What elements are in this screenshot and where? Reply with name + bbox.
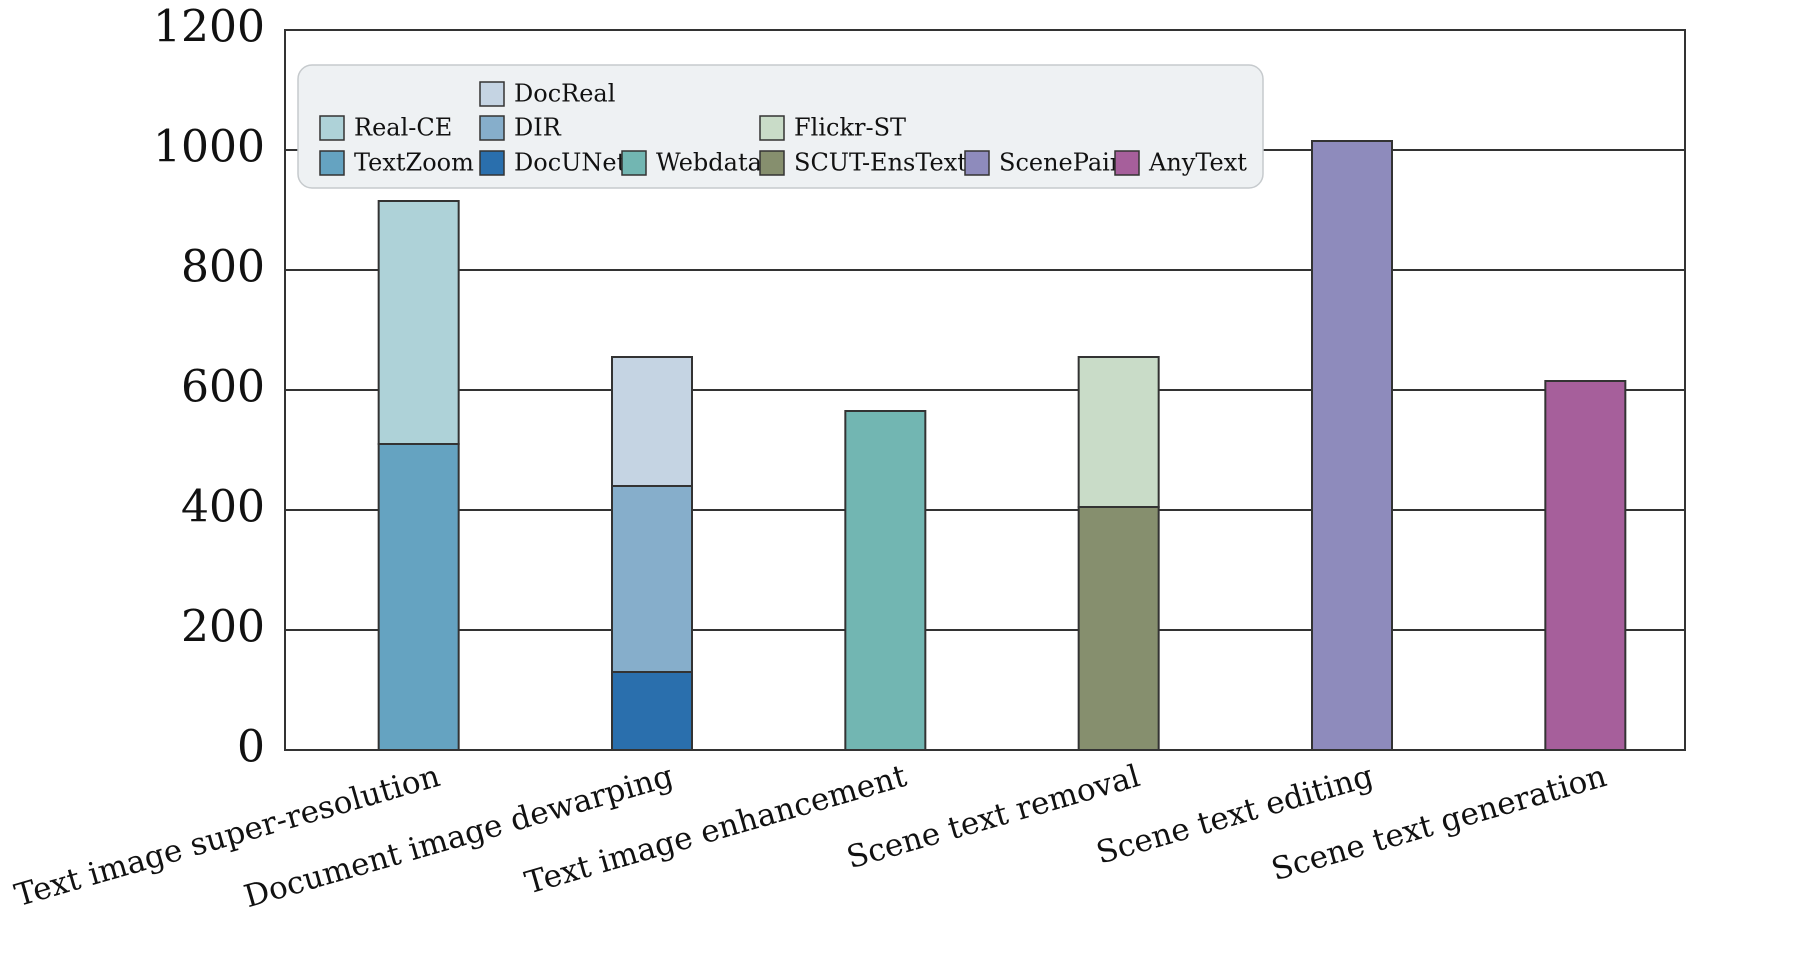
y-tick-label: 800 xyxy=(181,242,265,293)
legend-label-scut-enstext: SCUT-EnsText xyxy=(794,149,967,177)
y-tick-label: 400 xyxy=(181,482,265,533)
x-category-label: Text image enhancement xyxy=(521,758,911,902)
legend-label-textzoom: TextZoom xyxy=(354,149,474,177)
bar-segment-real-ce xyxy=(377,200,460,445)
plot-frame xyxy=(284,29,1686,751)
legend-swatch-scenepair xyxy=(964,150,990,176)
legend-label-dir: DIR xyxy=(514,114,562,142)
legend-swatch-textzoom xyxy=(319,150,345,176)
bar-segment-textzoom xyxy=(377,443,460,751)
legend-label-docreal: DocReal xyxy=(514,80,615,108)
legend-label-anytext: AnyText xyxy=(1148,149,1247,177)
bar-segment-dir xyxy=(611,485,693,673)
y-axis-ticks: 0 200 400 600 800 1000 1200 xyxy=(153,2,265,773)
legend-items: DocReal Real-CE DIR Flickr-ST TextZoom DocUNe… xyxy=(319,80,1247,177)
y-tick-label: 600 xyxy=(181,362,265,413)
legend-label-real-ce: Real-CE xyxy=(354,114,452,142)
x-category-label: Text image super-resolution xyxy=(11,758,444,914)
bar-segment-flickr-st xyxy=(1077,356,1160,508)
bar-segment-docreal xyxy=(611,356,693,487)
legend-swatch-dir xyxy=(479,115,505,141)
legend-swatch-flickr-st xyxy=(759,115,785,141)
legend-swatch-webdata xyxy=(621,150,647,176)
legend-swatch-scut-enstext xyxy=(759,150,785,176)
legend-label-docunet: DocUNet xyxy=(514,149,627,177)
legend-swatch-docunet xyxy=(479,150,505,176)
y-tick-label: 200 xyxy=(181,602,265,653)
legend-swatch-anytext xyxy=(1114,150,1140,176)
bar-segment-scenepair xyxy=(1311,140,1393,751)
legend-label-flickr-st: Flickr-ST xyxy=(794,114,906,142)
legend-swatch-docreal xyxy=(479,81,505,107)
y-tick-label: 1000 xyxy=(153,122,265,173)
legend: DocReal Real-CE DIR Flickr-ST TextZoom DocUNe… xyxy=(297,64,1264,189)
bars xyxy=(377,140,1627,751)
bar-segment-scut-enstext xyxy=(1077,506,1160,751)
x-category-label: Document image dewarping xyxy=(240,758,677,915)
y-tick-label: 0 xyxy=(237,722,265,773)
y-tick-label: 1200 xyxy=(153,2,265,53)
bar-segment-docunet xyxy=(611,671,693,751)
legend-swatch-real-ce xyxy=(319,115,345,141)
legend-label-webdata: Webdata xyxy=(656,149,762,177)
bar-segment-webdata xyxy=(844,410,927,751)
bar-segment-anytext xyxy=(1544,380,1627,751)
legend-label-scenepair: ScenePair xyxy=(999,149,1122,177)
